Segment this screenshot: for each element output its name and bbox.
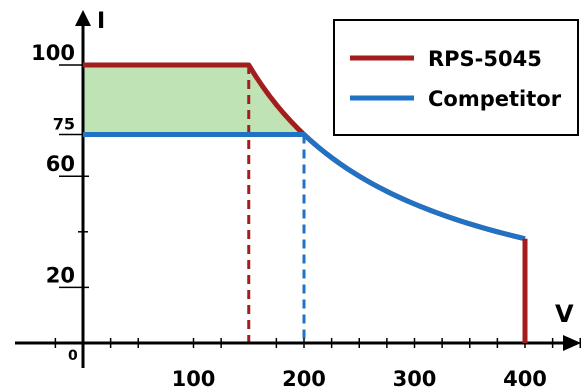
y-tick-label-60: 60 bbox=[46, 152, 75, 176]
x-tick-label-400: 400 bbox=[503, 367, 547, 387]
origin-label: 0 bbox=[68, 348, 78, 364]
x-tick-label-200: 200 bbox=[282, 367, 326, 387]
series-layer bbox=[83, 62, 528, 343]
x-tick-label-100: 100 bbox=[172, 367, 216, 387]
guide-layer bbox=[247, 65, 306, 343]
x-axis-title: V bbox=[555, 300, 574, 328]
legend-label-rps-5045: RPS-5045 bbox=[428, 47, 542, 71]
x-tick-label-300: 300 bbox=[393, 367, 437, 387]
legend-label-competitor: Competitor bbox=[428, 87, 562, 111]
x-axis-arrow bbox=[563, 335, 581, 351]
y-tick-label-100: 100 bbox=[31, 41, 75, 65]
y-axis-title: I bbox=[97, 9, 105, 34]
y-axis-arrow bbox=[75, 10, 91, 26]
y-tick-label-75: 75 bbox=[53, 115, 75, 134]
y-tick-label-20: 20 bbox=[46, 263, 75, 287]
ticks-layer: 100 200 300 400 100 75 60 20 bbox=[31, 41, 581, 387]
legend: RPS-5045 Competitor bbox=[333, 19, 579, 136]
legend-box bbox=[333, 19, 579, 136]
axis-layer: V I 0 bbox=[15, 9, 581, 368]
series-line-competitor bbox=[83, 132, 526, 242]
